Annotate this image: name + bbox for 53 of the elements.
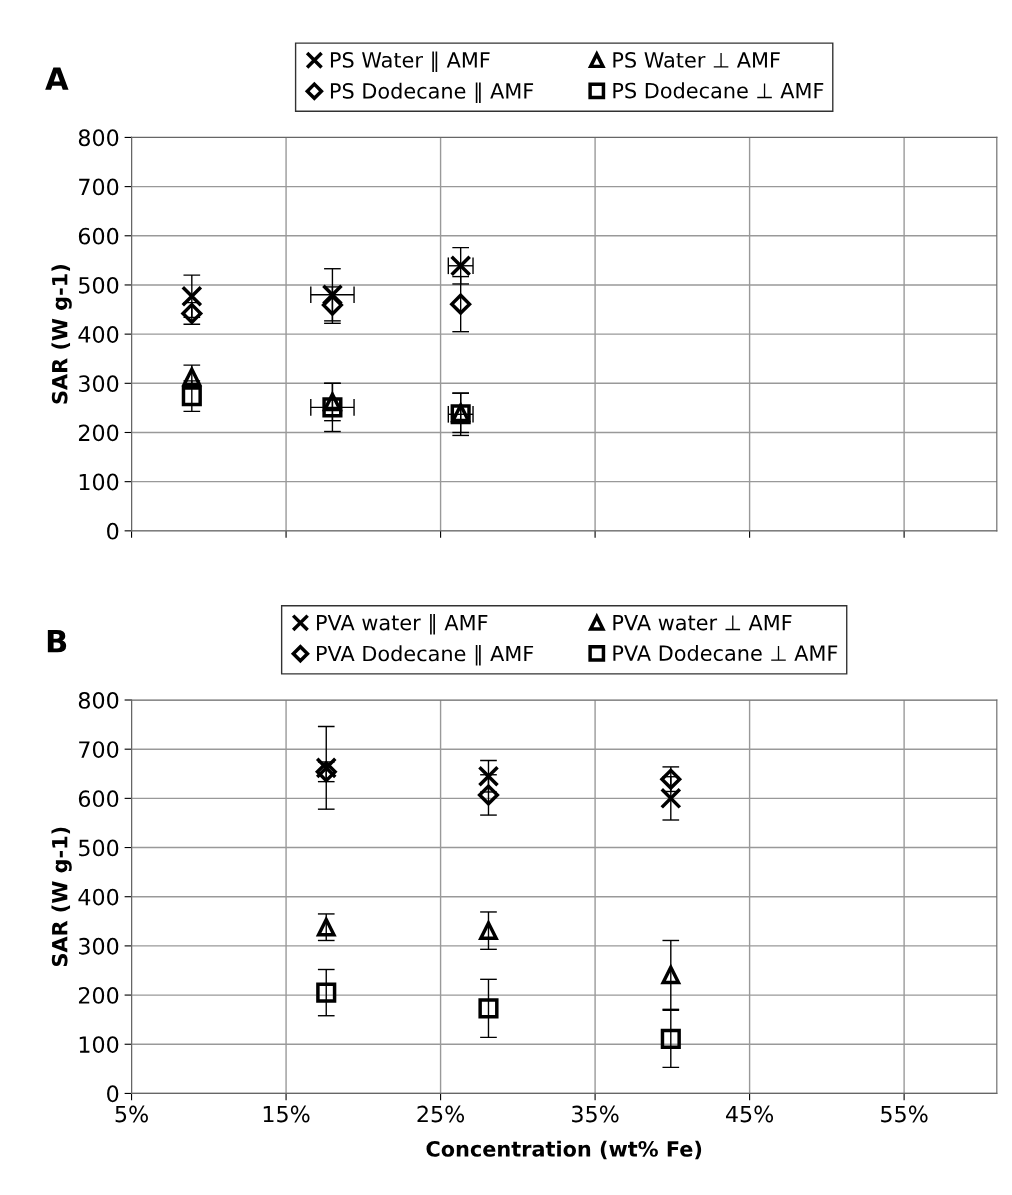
- y-tick-label: 100: [79, 473, 119, 491]
- point: [316, 917, 336, 937]
- y-axis-title: SAR (W g-1): [51, 265, 72, 404]
- x-tick-label: 5%: [115, 1105, 148, 1123]
- legend-label: PS Dodecane ∥ AMF: [330, 82, 534, 103]
- legend-label: PVA Dodecane ⊥ AMF: [613, 644, 838, 662]
- point: [321, 294, 343, 316]
- point: [181, 285, 203, 308]
- point: [661, 965, 681, 985]
- chart-title: B: [47, 630, 67, 653]
- y-tick-label: 300: [79, 937, 119, 955]
- x-tick-label: 25%: [417, 1105, 465, 1123]
- point: [321, 284, 344, 306]
- y-tick-label: 0: [107, 522, 119, 540]
- y-tick-label: 200: [78, 424, 119, 442]
- y-tick-label: 200: [78, 987, 119, 1004]
- y-tick-label: 400: [78, 326, 119, 343]
- point: [316, 982, 337, 1003]
- legend-label: PVA Dodecane ∥ AMF: [317, 645, 534, 666]
- point: [478, 998, 499, 1019]
- point: [660, 787, 682, 810]
- x-tick-label: 35%: [572, 1105, 619, 1123]
- point: [479, 921, 498, 941]
- legend-label: PS Dodecane ⊥ AMF: [613, 82, 824, 99]
- y-tick-label: 100: [79, 1036, 119, 1054]
- point: [477, 784, 500, 806]
- point: [450, 293, 472, 315]
- y-tick-label: 400: [78, 888, 119, 906]
- y-tick-label: 700: [79, 741, 119, 758]
- y-tick-label: 500: [79, 839, 119, 857]
- x-axis-title: Concentration (wt% Fe): [426, 1140, 702, 1160]
- x-tick-label: 55%: [881, 1105, 928, 1123]
- x-tick-label: 15%: [263, 1105, 310, 1123]
- y-tick-label: 800: [78, 691, 119, 709]
- point: [477, 765, 500, 787]
- y-tick-label: 600: [78, 790, 119, 808]
- point: [322, 397, 343, 418]
- chart-title: A: [45, 67, 69, 90]
- y-tick-label: 300: [79, 375, 119, 393]
- legend-label: PS Water ⊥ AMF: [613, 52, 780, 68]
- x-tick-label: 45%: [725, 1105, 774, 1123]
- y-tick-label: 0: [107, 1085, 119, 1103]
- legend-label: PS Water ∥ AMF: [330, 51, 490, 72]
- y-axis-title: SAR (W g-1): [51, 827, 72, 967]
- y-tick-label: 500: [79, 276, 119, 294]
- legend-label: PVA water ⊥ AMF: [613, 614, 792, 631]
- point: [323, 392, 342, 412]
- point: [181, 386, 202, 407]
- y-tick-label: 700: [79, 178, 119, 196]
- y-tick-label: 800: [78, 129, 119, 147]
- point: [660, 1028, 681, 1049]
- legend-label: PVA water ∥ AMF: [317, 614, 488, 635]
- y-tick-label: 600: [78, 227, 119, 245]
